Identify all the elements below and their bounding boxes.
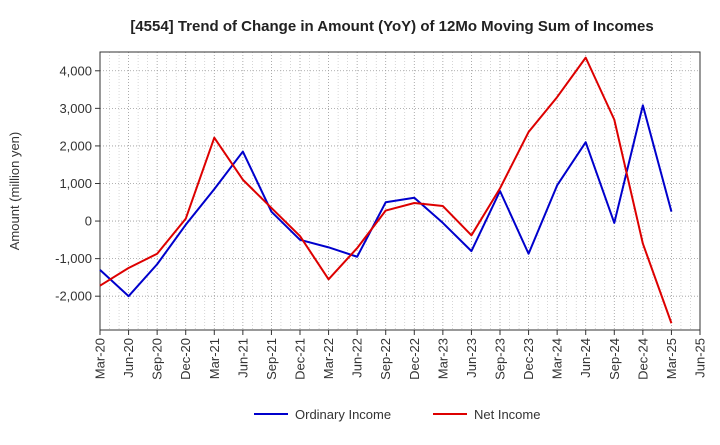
x-tick-label: Sep-22 [378,338,393,380]
x-tick-label: Mar-20 [93,338,108,379]
y-axis-label: Amount (million yen) [7,132,22,251]
series-line-ordinary-income [99,104,673,298]
legend-label-ordinary-income: Ordinary Income [295,407,391,422]
grid-lines [99,52,701,330]
y-tick-label: 1,000 [59,176,92,191]
x-tick-label: Dec-21 [293,338,308,380]
x-tick-label: Jun-22 [350,338,365,378]
x-tick-label: Jun-23 [464,338,479,378]
x-tick-label: Sep-20 [150,338,165,380]
x-tick-label: Jun-21 [235,338,250,378]
x-tick-label: Mar-25 [664,338,679,379]
x-tick-label: Sep-24 [607,338,622,380]
series-lines [99,56,673,324]
chart-title: [4554] Trend of Change in Amount (YoY) o… [130,18,653,35]
x-tick-label: Mar-23 [435,338,450,379]
x-tick-label: Dec-22 [407,338,422,380]
x-tick-label: Jun-20 [121,338,136,378]
x-tick-label: Jun-24 [578,338,593,378]
x-tick-label: Mar-22 [321,338,336,379]
x-tick-label: Sep-21 [264,338,279,380]
x-tick-label: Dec-20 [178,338,193,380]
x-tick-label: Dec-24 [635,338,650,380]
legend: Ordinary Income Net Income [254,407,540,422]
x-tick-label: Dec-23 [521,338,536,380]
x-tick-label: Jun-25 [693,338,708,378]
x-tick-label: Mar-21 [207,338,222,379]
legend-label-net-income: Net Income [474,407,540,422]
y-tick-label: -1,000 [55,251,92,266]
y-tick-label: 0 [85,214,92,229]
plot-frame [99,51,701,331]
axes: -2,000 -1,000 0 1,000 2,000 3,000 4,000 Mar-20 J… [55,51,708,380]
y-tick-label: -2,000 [55,289,92,304]
y-tick-label: 4,000 [59,63,92,78]
y-tick-label: 2,000 [59,138,92,153]
y-tick-label: 3,000 [59,101,92,116]
x-tick-label: Sep-23 [493,338,508,380]
x-tick-label: Mar-24 [550,338,565,379]
series-line-net-income [99,56,673,324]
